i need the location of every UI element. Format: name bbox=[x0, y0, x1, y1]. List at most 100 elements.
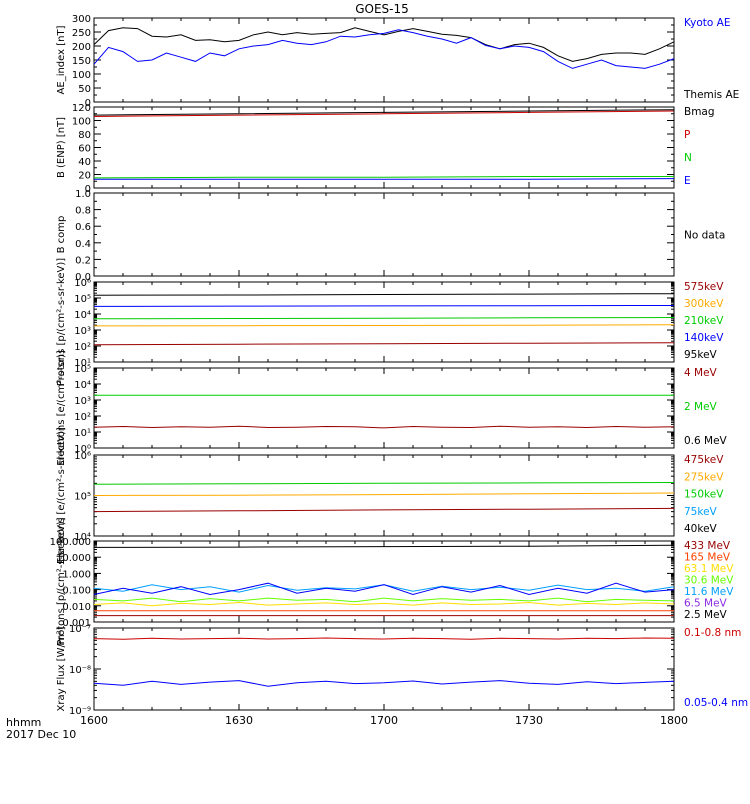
series-line bbox=[93, 27, 675, 62]
x-tick-label: 1630 bbox=[225, 714, 253, 727]
legend-entry: Kyoto AE bbox=[684, 17, 730, 29]
y-axis-label: Electrons [e/(cm²-s-sr-keV)] bbox=[56, 427, 67, 564]
legend-entry: 150keV bbox=[684, 489, 724, 501]
panel-3: 0.0 0.2 0.4 0.6 0.8 1.0 B comp No data bbox=[56, 189, 725, 283]
y-tick-label: 1.000 bbox=[62, 569, 91, 580]
y-tick-label: 0.010 bbox=[62, 602, 91, 613]
y-tick-label: 10⁻⁹ bbox=[69, 706, 91, 717]
y-tick-label: 10⁶ bbox=[74, 451, 91, 462]
y-tick-label: 10⁴ bbox=[74, 380, 91, 391]
legend-entry: E bbox=[684, 175, 691, 187]
y-tick-label: 10⁵ bbox=[74, 492, 91, 503]
legend-entry: N bbox=[684, 152, 692, 164]
panel-1: 0 50 100 150 200 250 300 AE_index [nT] Kyoto AE T… bbox=[56, 14, 739, 109]
y-tick-label: 10⁰ bbox=[74, 444, 91, 455]
y-tick-label: 10¹ bbox=[74, 358, 91, 369]
legend-entry: 40keV bbox=[684, 523, 718, 535]
legend-entry: 300keV bbox=[684, 298, 724, 310]
legend-entry: 11.6 MeV bbox=[684, 586, 734, 598]
legend-entry: 140keV bbox=[684, 332, 724, 344]
y-tick-label: 0.6 bbox=[75, 222, 91, 233]
legend-entry: 275keV bbox=[684, 471, 724, 483]
y-axis-label: AE_index [nT] bbox=[56, 25, 67, 94]
series-line bbox=[93, 110, 675, 117]
x-tick-label: 1800 bbox=[660, 714, 688, 727]
legend-entry: 575keV bbox=[684, 281, 724, 293]
y-tick-label: 0.4 bbox=[75, 239, 91, 250]
legend-entry: 30.6 MeV bbox=[684, 575, 734, 587]
y-axis-label: Xray Flux [W/m²] bbox=[56, 626, 67, 711]
y-tick-label: 200 bbox=[72, 42, 91, 53]
y-tick-label: 120 bbox=[72, 103, 91, 114]
x-axis: 1600 1630 1700 1730 1800 bbox=[80, 714, 688, 727]
y-tick-label: 10³ bbox=[74, 396, 91, 407]
y-tick-label: 0.0 bbox=[75, 272, 91, 283]
legend-entry: 0.6 MeV bbox=[684, 435, 728, 447]
legend-entry: 75keV bbox=[684, 506, 718, 518]
y-tick-label: 0.001 bbox=[62, 618, 91, 629]
legend-entry: 63.1 MeV bbox=[684, 563, 734, 575]
y-tick-label: 1.0 bbox=[75, 189, 91, 200]
y-tick-label: 10² bbox=[74, 412, 91, 423]
y-tick-label: 10⁶ bbox=[74, 278, 91, 289]
legend-entry: 95keV bbox=[684, 349, 718, 361]
y-tick-label: 80 bbox=[78, 130, 91, 141]
y-axis-label: B comp bbox=[56, 216, 67, 254]
y-tick-label: 10⁵ bbox=[74, 364, 91, 375]
legend-entry: P bbox=[684, 129, 690, 141]
y-tick-label: 10⁴ bbox=[74, 532, 91, 543]
series-line bbox=[94, 178, 675, 180]
series-line bbox=[93, 601, 675, 607]
panel-2: 0 20 40 60 80 100 120 B (ENP) [nT] Bmag PNE bbox=[56, 103, 715, 195]
panel-5: 10⁰ 10¹ 10² 10³ 10⁴ 10⁵ Electrons [e/(cm²-s-sr… bbox=[56, 350, 728, 466]
series-line bbox=[93, 637, 675, 640]
series-line bbox=[93, 680, 675, 687]
y-tick-label: 60 bbox=[78, 144, 91, 155]
y-tick-label: 20 bbox=[78, 171, 91, 182]
y-axis-label: Protons [p/(cm²-s-sr-keV)] bbox=[56, 517, 67, 645]
panel-frame bbox=[93, 367, 675, 449]
y-axis-label: B (ENP) [nT] bbox=[56, 117, 67, 178]
legend-entry: 0.1-0.8 nm bbox=[684, 627, 741, 639]
y-tick-label: 0.2 bbox=[75, 255, 91, 266]
series-line bbox=[93, 317, 675, 320]
legend-entry: 165 MeV bbox=[684, 552, 731, 564]
y-axis-label: Protons [p/(cm²-s-sr-keV)] bbox=[56, 258, 67, 386]
panel-frame bbox=[93, 540, 675, 623]
series-line bbox=[93, 293, 675, 296]
y-axis-label: Electrons [e/(cm²-s-sr)] bbox=[56, 350, 67, 466]
panel-frame bbox=[93, 17, 675, 103]
y-tick-label: 100.000 bbox=[50, 537, 91, 548]
footer-hhmm: hhmm bbox=[6, 716, 41, 729]
x-tick-label: 1700 bbox=[370, 714, 398, 727]
y-tick-label: 100 bbox=[72, 70, 91, 81]
y-tick-label: 10⁴ bbox=[74, 310, 91, 321]
figure-title: GOES-15 bbox=[355, 2, 409, 16]
legend-entry: 210keV bbox=[684, 315, 724, 327]
y-tick-label: 0 bbox=[85, 98, 91, 109]
y-tick-label: 100 bbox=[72, 117, 91, 128]
series-line bbox=[93, 482, 675, 485]
legend-entry: 433 MeV bbox=[684, 540, 731, 552]
series-line bbox=[93, 492, 675, 496]
panel-4: 10¹ 10² 10³ 10⁴ 10⁵ 10⁶ Protons [p/(cm²-s-sr-k… bbox=[56, 258, 724, 386]
series-line bbox=[93, 324, 675, 327]
x-tick-label: 1600 bbox=[80, 714, 108, 727]
series-line bbox=[93, 597, 675, 603]
series-line bbox=[93, 29, 675, 69]
legend-entry: No data bbox=[684, 230, 725, 242]
y-tick-label: 10² bbox=[74, 342, 91, 353]
series-line bbox=[93, 425, 675, 429]
y-tick-label: 10⁻⁸ bbox=[69, 665, 91, 676]
legend-entry: 4 MeV bbox=[684, 367, 718, 379]
y-tick-label: 250 bbox=[72, 28, 91, 39]
series-line bbox=[93, 305, 675, 307]
y-tick-label: 10¹ bbox=[74, 428, 91, 439]
legend-entry: 2.5 MeV bbox=[684, 609, 728, 621]
y-tick-label: 0.8 bbox=[75, 206, 91, 217]
legend-entry: Themis AE bbox=[683, 89, 739, 101]
